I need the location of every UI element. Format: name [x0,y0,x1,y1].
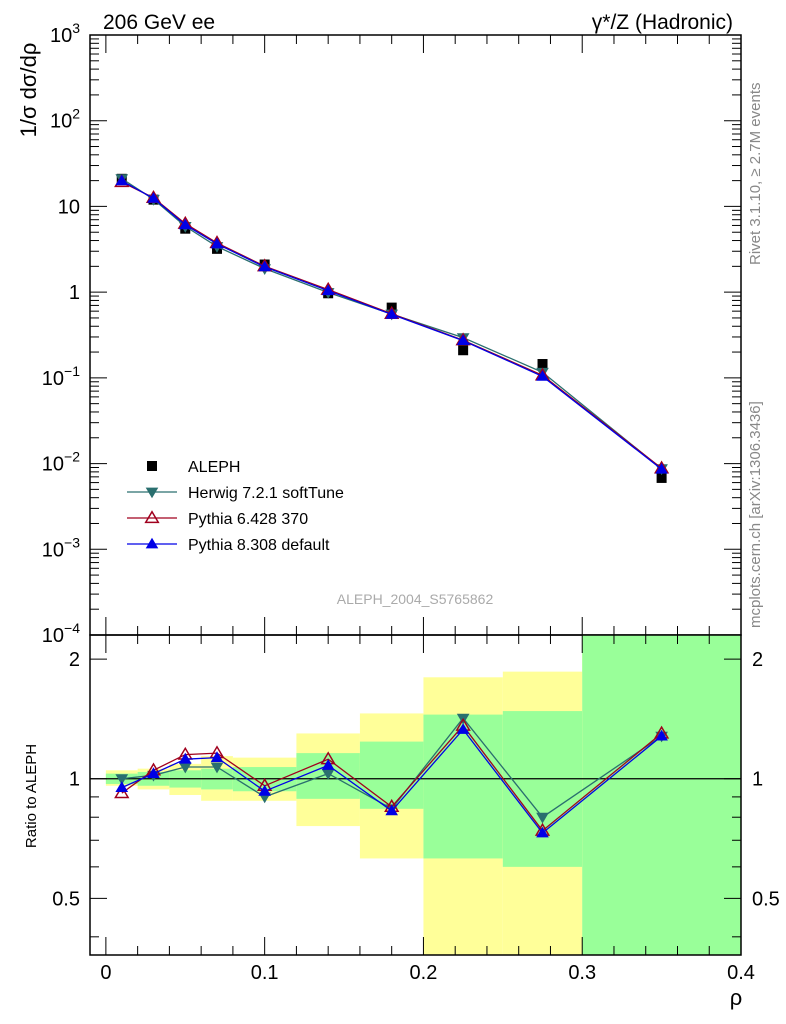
ratio-point [258,784,271,796]
ratio-point [115,774,129,785]
series-2 [114,174,670,474]
process-label: γ*/Z (Hadronic) [592,11,733,34]
data-point [147,192,160,203]
ratio-y-tick-label: 2 [69,649,80,671]
error-band-inner [502,711,583,867]
series-0 [116,173,667,483]
x-tick-label: 0.1 [251,962,279,984]
energy-label: 206 GeV ee [103,11,215,34]
data-point [537,359,548,370]
error-band-inner [582,635,741,955]
legend-label: Pythia 6.428 370 [188,511,308,528]
main-panel: 10−4 10−3 10−2 10−1 1 10 102 103 1/σ dσ/dρ ALEP… [16,20,742,647]
legend-marker [145,537,159,549]
ratio-point [655,729,668,741]
legend-marker [147,461,157,471]
legend-label: ALEPH [188,459,240,476]
data-point [210,237,224,249]
x-tick-label: 0.3 [568,962,596,984]
ratio-panel: 0.5 0.51 12 2 0 0.1 0.2 0.3 0.4 Ratio to ALEPH … [23,35,780,1010]
ratio-y-ticks: 0.5 0.5 1 1 2 2 [52,649,780,938]
data-point [115,174,129,186]
x-axis-label: ρ [730,985,743,1010]
ratio-point [210,751,224,763]
main-y-axis-label: 1/σ dσ/dρ [16,43,41,138]
series-1 [115,174,668,476]
error-band-inner [359,741,424,809]
main-y-tick-label: 103 [50,20,80,47]
data-point [458,345,469,356]
legend-marker [145,487,159,499]
rivet-version-label: Rivet 3.1.10, ≥ 2.7M events [747,83,764,266]
ratio-point [536,826,549,838]
ratio-point [147,767,160,778]
ratio-plot-content [90,635,741,955]
main-y-ticks: 10−4 10−3 10−2 10−1 1 10 102 103 [42,20,741,647]
ratio-y-tick-label-right: 1 [752,769,763,791]
main-y-tick-label: 10−2 [42,449,80,476]
legend-label: Pythia 8.308 default [188,537,330,554]
data-point [385,308,398,319]
x-ticks: 0 0.1 0.2 0.3 0.4 [100,35,755,984]
main-y-tick-label: 1 [69,282,80,304]
main-y-tick-label: 10 [58,196,80,218]
ratio-point [178,752,192,764]
data-point [321,284,335,296]
series-line [121,181,663,469]
main-y-tick-label: 10−4 [42,620,80,647]
main-y-tick-label: 10−1 [42,363,80,390]
ratio-line [121,724,663,832]
ratio-point [210,762,224,774]
ratio-line [121,717,662,819]
ratio-point [321,759,335,770]
ratio-y-tick-label: 0.5 [52,888,80,910]
ratio-point [115,781,129,792]
main-plot-content [114,173,670,483]
ratio-y-tick-label: 1 [69,769,80,791]
mcplots-label: mcplots.cern.ch [arXiv:1306.3436] [747,401,764,628]
ratio-point [178,762,192,774]
data-point [178,218,192,230]
series-3 [115,174,668,474]
ratio-line [121,728,663,834]
ratio-y-axis-label: Ratio to ALEPH [23,744,40,848]
ratio-point [536,812,549,824]
data-point [536,370,549,381]
data-point [258,260,271,272]
legend: ALEPH Herwig 7.2.1 softTune Pythia 6.428 3… [127,459,344,554]
ratio-point [385,804,398,816]
x-tick-label: 0 [100,962,111,984]
ratio-y-tick-label-right: 2 [752,649,763,671]
ratio-series-2 [115,723,668,838]
main-y-tick-label: 102 [50,106,80,133]
ratio-y-tick-label-right: 0.5 [752,888,780,910]
ratio-point [321,769,335,780]
x-tick-label: 0.4 [727,962,755,984]
legend-label: Herwig 7.2.1 softTune [188,485,344,502]
data-point [656,472,667,483]
series-line [121,180,662,470]
data-point [655,462,668,474]
legend-marker [144,510,160,524]
x-tick-label: 0.2 [410,962,438,984]
analysis-id-label: ALEPH_2004_S5765862 [337,591,494,607]
main-y-tick-label: 10−3 [42,534,80,561]
series-line [121,178,663,470]
data-point [456,334,470,345]
ratio-point [114,785,130,799]
error-band-inner [423,714,503,859]
ratio-frame [89,634,742,956]
ratio-point [456,723,470,734]
